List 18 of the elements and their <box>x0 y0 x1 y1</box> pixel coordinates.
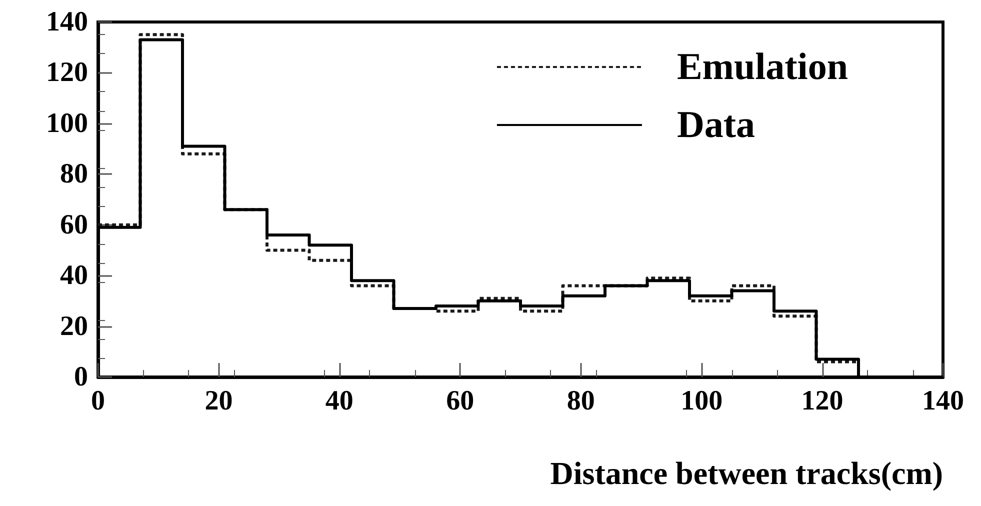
y-tick-label: 140 <box>46 6 88 38</box>
x-axis-title: Distance between tracks(cm) <box>550 455 943 491</box>
x-tick-label: 20 <box>204 386 233 416</box>
y-tick-label: 20 <box>60 310 88 342</box>
y-tick-label: 120 <box>46 57 88 88</box>
x-tick-label: 140 <box>922 386 964 416</box>
y-tick-label: 60 <box>60 209 88 240</box>
y-tick-label: 100 <box>46 108 88 139</box>
x-tick-label: 60 <box>446 386 474 416</box>
y-tick-label: 40 <box>60 260 88 292</box>
y-tick-label: 80 <box>60 158 88 190</box>
legend-label: Data <box>676 104 756 146</box>
x-tick-label: 100 <box>680 386 723 416</box>
x-tick-label: 40 <box>325 386 354 416</box>
legend-label: Emulation <box>676 46 848 88</box>
x-tick-label: 120 <box>801 386 844 416</box>
y-tick-label: 0 <box>74 362 88 392</box>
x-tick-label: 80 <box>566 386 595 416</box>
